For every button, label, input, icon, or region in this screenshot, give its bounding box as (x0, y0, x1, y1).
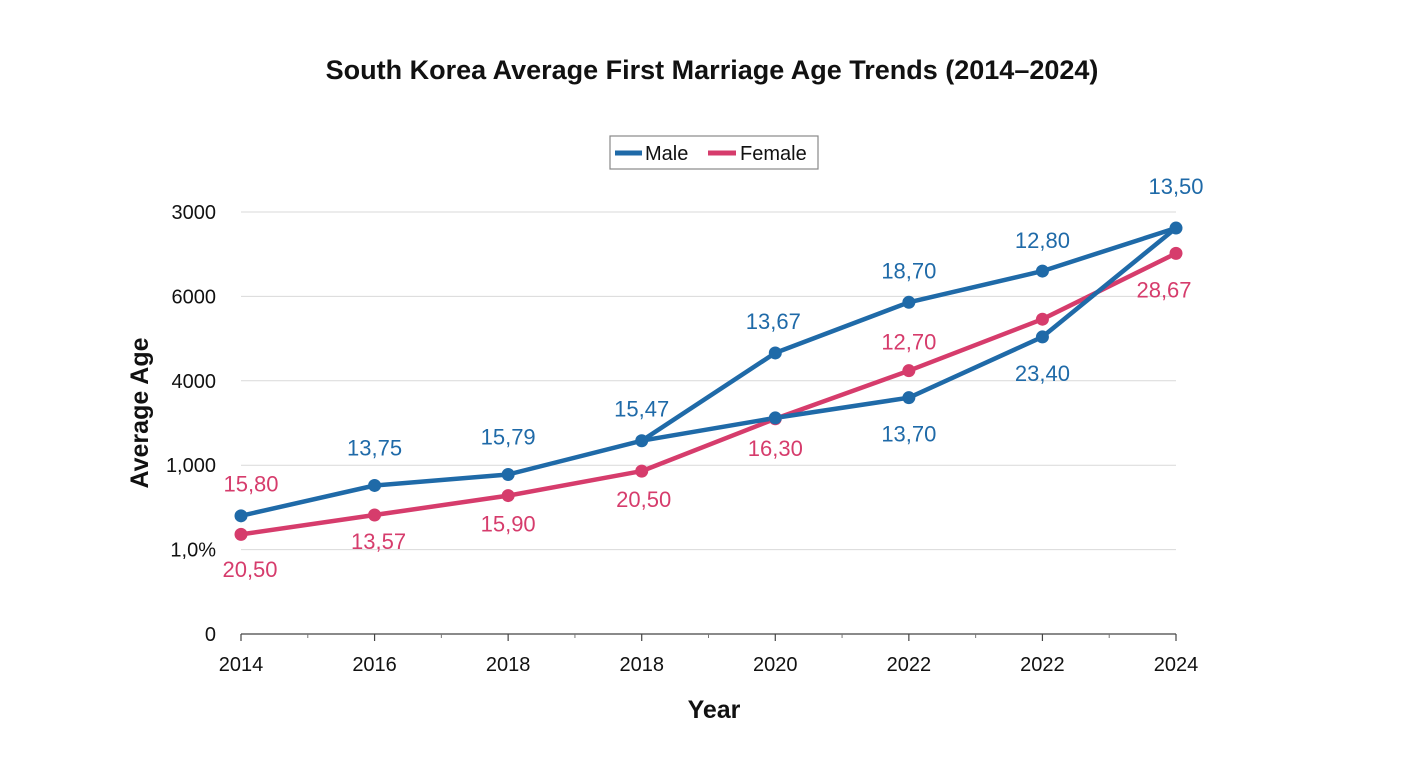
male-data-label: 13,67 (746, 309, 801, 334)
male-data-label: 23,40 (1015, 361, 1070, 386)
male-point (768, 411, 782, 425)
male-data-label: 18,70 (881, 258, 936, 283)
axes: 0 1,0% 1,000 4000 6000 3000 2014 2016 2018 2018 20… (166, 202, 1198, 676)
male-point (1035, 330, 1049, 344)
x-tick-label: 2014 (219, 654, 264, 676)
female-point (902, 364, 916, 378)
female-data-label: 20,50 (222, 557, 277, 582)
male-point (768, 346, 782, 360)
data-labels: 13,75 15,79 15,47 13,67 18,70 12,80 13,50 13,70… (222, 174, 1203, 582)
male-data-label: 15,79 (481, 424, 536, 449)
female-data-label: 12,70 (881, 330, 936, 355)
series (234, 221, 1183, 541)
female-data-label: 13,57 (351, 529, 406, 554)
x-tick-label: 2016 (352, 654, 397, 676)
male-series-line (240, 225, 1177, 518)
chart-title: South Korea Average First Marriage Age T… (326, 55, 1099, 85)
gridlines (241, 211, 1176, 551)
female-data-label: 15,80 (223, 471, 278, 496)
female-data-label: 20,50 (616, 487, 671, 512)
legend-label-female: Female (740, 143, 807, 165)
male-point (1035, 264, 1049, 278)
female-series-line (240, 251, 1177, 537)
female-data-label: 28,67 (1136, 277, 1191, 302)
x-tick-label: 2020 (753, 654, 798, 676)
male-point (368, 478, 382, 492)
male-point (635, 434, 649, 448)
y-axis-title: Average Age (126, 337, 154, 488)
female-point (1035, 312, 1049, 326)
female-point (1169, 246, 1183, 260)
y-tick-label: 1,000 (166, 455, 216, 477)
female-data-label: 16,30 (748, 436, 803, 461)
x-tick-label: 2018 (486, 654, 531, 676)
female-point (368, 508, 382, 522)
y-tick-label: 4000 (172, 371, 217, 393)
female-point (501, 489, 515, 503)
y-tick-label: 6000 (172, 286, 217, 308)
legend: Male Female (609, 135, 819, 170)
male-point (501, 467, 515, 481)
x-tick-label: 2022 (887, 654, 932, 676)
y-tick-label: 0 (205, 624, 216, 646)
male-data-label: 12,80 (1015, 228, 1070, 253)
male-point (902, 295, 916, 309)
male-point (902, 391, 916, 405)
male-data-label: 15,47 (614, 397, 669, 422)
male-data-label: 13,70 (881, 422, 936, 447)
x-axis-title: Year (688, 696, 741, 724)
x-tick-label: 2024 (1154, 654, 1199, 676)
female-data-label: 15,90 (481, 512, 536, 537)
y-tick-label: 3000 (172, 202, 217, 224)
male-data-label: 13,50 (1148, 174, 1203, 199)
x-tick-label: 2018 (619, 654, 664, 676)
female-point (635, 464, 649, 478)
legend-label-male: Male (645, 143, 688, 165)
male-point (234, 509, 248, 523)
female-point (234, 527, 248, 541)
male-data-label: 13,75 (347, 435, 402, 460)
male-point (1169, 221, 1183, 235)
y-tick-label: 1,0% (170, 540, 216, 562)
x-tick-label: 2022 (1020, 654, 1065, 676)
